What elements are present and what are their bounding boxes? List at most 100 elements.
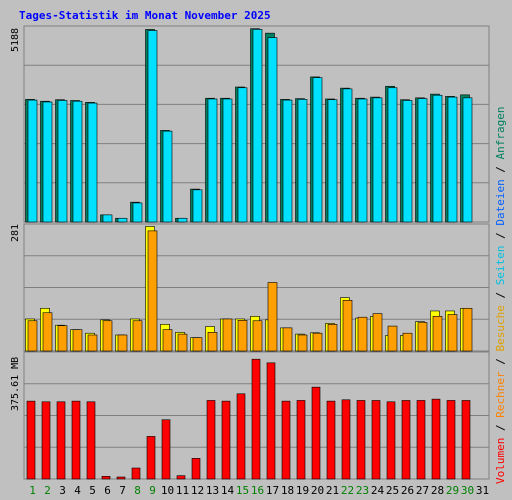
panel-volume [23,351,490,480]
x-tick-label: 10 [161,484,174,497]
volume-bar [206,400,216,480]
x-tick-label: 22 [341,484,354,497]
pages-bar [192,337,203,352]
x-axis-labels: 1 2 3 4 5 6 7 8 9 10 11 12 13 14 15 16 17 18 19 20 21 22 23 24 2… [29,484,489,497]
files-bar [72,100,83,223]
pages-bar [57,325,68,352]
x-tick-label: 12 [191,484,204,497]
x-tick-label: 15 [236,484,249,497]
x-tick-label: 7 [119,484,126,497]
files-bar [252,29,263,223]
files-bar [342,88,353,223]
files-bar [327,99,338,223]
pages-bar [207,332,218,352]
legend-separator: / [494,159,507,179]
files-bar [282,99,293,223]
files-bar [207,98,218,223]
x-tick-label: 4 [74,484,81,497]
x-tick-label: 11 [176,484,189,497]
x-tick-label: 6 [104,484,111,497]
pages-bar [87,334,98,352]
x-tick-label: 24 [371,484,385,497]
x-tick-label: 13 [206,484,219,497]
pages-bar [417,322,428,352]
pages-bar [117,334,128,352]
x-tick-label: 9 [149,484,156,497]
volume-bar [401,400,411,480]
volume-bar [251,358,261,480]
pages-bar [267,282,278,352]
volume-bar [446,400,456,480]
volume-bar [236,393,246,480]
files-bar [132,202,143,223]
x-tick-label: 3 [59,484,66,497]
files-bar [177,217,188,223]
panel-hits-files [23,25,490,223]
x-tick-label: 19 [296,484,309,497]
volume-bar [461,400,471,480]
x-tick-label: 20 [311,484,324,497]
volume-bar [416,400,426,480]
pages-bar [312,332,323,352]
pages-bar [102,320,113,352]
x-tick-label: 25 [386,484,399,497]
pages-bar [327,324,338,352]
pages-bar [162,329,173,352]
files-bar [222,98,233,223]
volume-bar [71,400,81,480]
x-tick-label: 23 [356,484,369,497]
pages-bar [462,307,473,352]
pages-bar [132,320,143,352]
pages-bar [222,318,233,352]
pages-bar [282,327,293,352]
panel-pages-visits [23,223,490,352]
y-max-label-middle: 281 [10,224,21,242]
x-tick-label: 1 [29,484,36,497]
x-tick-label: 31 [476,484,489,497]
files-bar [162,130,173,223]
files-bar [87,102,98,223]
files-bar [372,97,383,223]
pages-bar [432,316,443,352]
pages-bar [357,316,368,352]
volume-bar [281,400,291,480]
volume-bar [146,436,156,480]
files-bar [432,94,443,223]
legend-seiten: Seiten [494,246,507,286]
volume-bar [176,475,186,480]
pages-bar [72,329,83,352]
volume-bar [341,399,351,480]
x-tick-label: 26 [401,484,414,497]
x-tick-label: 28 [431,484,444,497]
files-bar [267,37,278,223]
files-bar [447,96,458,223]
volume-bar [131,467,141,480]
volume-bar [116,476,126,480]
volume-bar [371,400,381,480]
x-tick-label: 16 [251,484,264,497]
pages-bar [27,320,38,352]
pages-bar [402,332,413,352]
volume-bar [161,419,171,480]
files-bar [357,98,368,223]
y-max-label-bottom: 375.61 MB [10,357,21,411]
pages-bar [177,333,188,352]
pages-bar [252,320,263,352]
legend-besuche: Besuche [494,305,507,351]
files-bar [312,77,323,223]
x-tick-label: 18 [281,484,294,497]
volume-bar [431,398,441,480]
x-tick-label: 30 [461,484,474,497]
files-bar [462,97,473,223]
volume-bar [86,401,96,480]
volume-bar [296,400,306,480]
volume-bar [26,400,36,480]
volume-bar [326,400,336,480]
legend-anfragen: Anfragen [494,106,507,159]
volume-bar [356,400,366,480]
pages-bar [297,334,308,352]
files-bar [417,98,428,223]
x-tick-label: 29 [446,484,459,497]
files-bar [237,87,248,223]
